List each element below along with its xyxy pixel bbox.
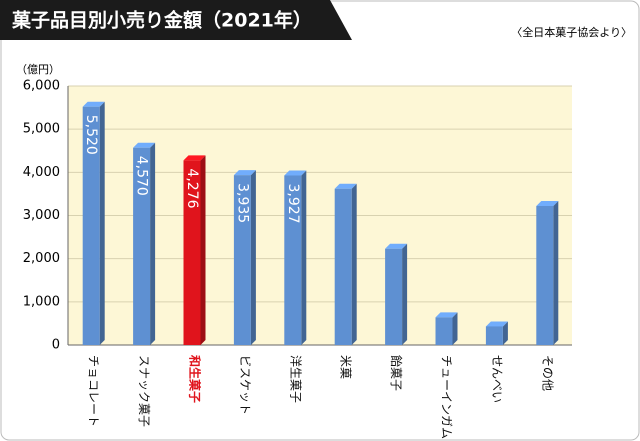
y-axis-label: （億円） — [16, 63, 60, 76]
bar-side — [200, 155, 206, 345]
x-tick-label: スナック菓子 — [137, 355, 151, 427]
x-tick-label: 飴菓子 — [389, 355, 404, 391]
bar — [133, 147, 151, 345]
y-tick-label: 6,000 — [23, 79, 60, 94]
x-tick-label: 洋生菓子 — [288, 355, 303, 403]
bar-top — [82, 101, 105, 107]
bar — [485, 326, 503, 345]
bar — [435, 317, 453, 345]
bar-side — [452, 312, 458, 345]
value-label: 3,935 — [234, 183, 250, 223]
title-banner — [0, 0, 352, 40]
y-tick-label: 5,000 — [23, 122, 60, 137]
x-tick-label: 米菓 — [339, 355, 353, 379]
x-tick-label: その他 — [540, 355, 554, 391]
value-label: 4,276 — [184, 168, 200, 208]
value-label: 5,520 — [83, 115, 99, 155]
y-tick-label: 4,000 — [23, 165, 60, 180]
bar-side — [553, 201, 559, 345]
x-tick-label: 和生菓子 — [188, 354, 203, 403]
value-label: 3,927 — [285, 183, 301, 223]
bar-top — [334, 183, 357, 189]
y-tick-label: 1,000 — [23, 294, 60, 309]
bar-top — [435, 312, 458, 318]
bar-side — [502, 321, 508, 345]
bar-side — [402, 243, 408, 345]
bar — [385, 248, 403, 345]
bar — [82, 106, 100, 345]
bar-top — [233, 170, 256, 176]
y-tick-label: 3,000 — [23, 208, 60, 223]
bar-side — [301, 170, 307, 345]
bar-side — [99, 101, 105, 345]
bar — [233, 175, 251, 345]
bar-top — [385, 243, 408, 249]
bar-top — [183, 155, 206, 161]
bar — [284, 175, 302, 345]
y-tick-label: 0 — [52, 338, 60, 353]
x-tick-label: チョコレート — [87, 355, 101, 427]
x-tick-label: せんべい — [490, 355, 504, 403]
bar — [334, 188, 352, 345]
x-tick-label: ビスケット — [238, 355, 252, 415]
y-tick-label: 2,000 — [23, 251, 60, 266]
bar-top — [485, 321, 508, 327]
chart-title: 菓子品目別小売り金額（2021年） — [11, 9, 312, 32]
bar-side — [150, 142, 156, 345]
bar-top — [536, 201, 559, 207]
bar-top — [133, 142, 156, 148]
value-label: 4,570 — [134, 156, 150, 196]
bar-top — [284, 170, 307, 176]
source: 〈全日本菓子協会より〉 — [511, 25, 632, 39]
bar — [536, 206, 554, 345]
x-tick-label: チューインガム — [440, 355, 454, 439]
bar-side — [351, 183, 357, 345]
bar — [183, 160, 201, 345]
bar-side — [250, 170, 256, 345]
